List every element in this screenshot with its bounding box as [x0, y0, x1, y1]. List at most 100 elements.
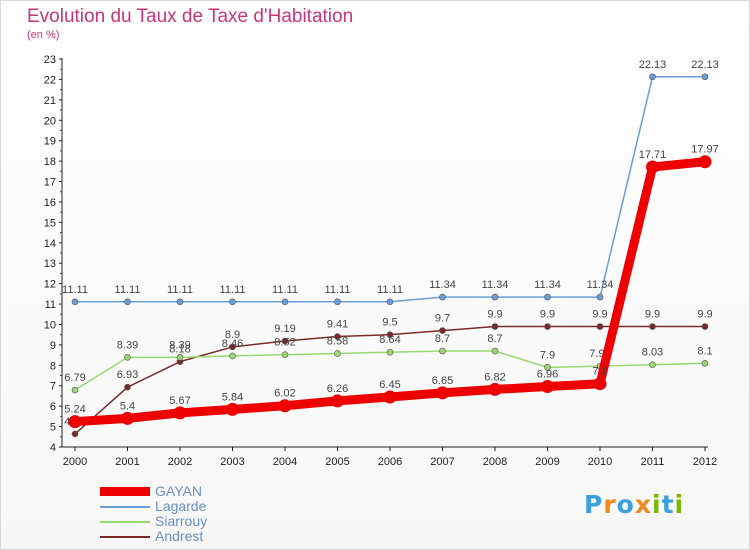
data-label-andrest: 9.9 [487, 309, 502, 321]
data-point-andrest [229, 343, 236, 351]
data-label-gayan: 6.65 [432, 375, 453, 387]
data-point-gayan [646, 160, 659, 174]
y-tick-label: 7 [50, 381, 56, 393]
x-tick-label: 2004 [273, 456, 297, 468]
data-point-lagarde [701, 73, 709, 81]
data-point-andrest [281, 337, 289, 345]
data-point-lagarde [176, 298, 184, 306]
logo-letter: t [661, 490, 675, 519]
data-label-siarrouy: 8.7 [435, 333, 450, 345]
data-point-siarrouy [491, 347, 499, 355]
data-point-siarrouy [544, 364, 551, 371]
logo-letter: x [634, 490, 652, 519]
data-point-gayan [541, 380, 554, 394]
data-label-siarrouy: 8.52 [274, 337, 295, 349]
y-tick-label: 22 [44, 74, 56, 86]
y-tick-label: 20 [44, 115, 56, 127]
data-label-lagarde: 22.13 [639, 59, 667, 71]
y-tick-label: 21 [44, 95, 56, 107]
logo-letter: P [584, 490, 604, 519]
data-label-andrest: 9.7 [435, 313, 450, 325]
data-label-andrest: 8.9 [225, 329, 240, 341]
data-label-lagarde: 11.34 [482, 279, 509, 291]
data-label-gayan: 5.84 [222, 391, 243, 403]
legend-label: GAYAN [155, 483, 202, 499]
y-tick-label: 12 [44, 279, 56, 291]
data-label-andrest: 9.9 [592, 309, 607, 321]
data-label-siarrouy: 8.64 [379, 334, 400, 346]
proxiti-logo: Proxiti [584, 490, 684, 519]
data-point-siarrouy [176, 354, 184, 361]
data-point-siarrouy [386, 348, 394, 356]
data-label-siarrouy: 8.39 [117, 339, 138, 351]
data-label-andrest: 9.9 [697, 309, 712, 321]
data-point-gayan [331, 394, 344, 408]
x-tick-label: 2011 [641, 456, 665, 468]
data-point-andrest [701, 323, 709, 330]
data-label-gayan: 17.71 [639, 149, 667, 161]
data-point-andrest [491, 323, 499, 330]
y-tick-label: 6 [50, 401, 56, 413]
data-label-siarrouy: 8.39 [169, 339, 190, 351]
data-point-gayan [226, 402, 239, 416]
data-label-lagarde: 11.11 [220, 284, 246, 296]
data-point-andrest [71, 430, 79, 438]
y-tick-label: 18 [44, 156, 56, 168]
data-point-gayan [488, 382, 502, 396]
y-tick-label: 15 [44, 217, 56, 229]
data-label-gayan: 6.82 [484, 371, 505, 383]
data-point-gayan [436, 386, 449, 400]
data-label-andrest: 9.9 [540, 309, 555, 321]
data-point-gayan [278, 399, 292, 413]
data-point-siarrouy [281, 351, 289, 358]
data-point-lagarde [334, 298, 341, 306]
data-point-siarrouy [124, 354, 131, 361]
y-tick-label: 19 [44, 136, 56, 148]
data-label-lagarde: 11.11 [272, 284, 298, 296]
legend-label: Siarrouy [155, 513, 208, 529]
data-point-lagarde [544, 293, 551, 301]
data-label-lagarde: 11.34 [534, 279, 561, 291]
data-label-gayan: 6.45 [379, 379, 400, 391]
data-label-siarrouy: 6.79 [64, 372, 85, 384]
data-point-lagarde [439, 293, 446, 301]
data-label-gayan: 6.96 [537, 369, 558, 381]
y-tick-label: 4 [50, 442, 56, 454]
data-label-andrest: 8.18 [169, 344, 190, 356]
y-tick-label: 17 [44, 177, 56, 189]
data-point-siarrouy [71, 386, 79, 394]
data-point-andrest [439, 327, 446, 334]
data-label-andrest: 9.19 [274, 323, 295, 335]
series-line-lagarde [74, 76, 706, 303]
data-point-gayan [383, 390, 397, 404]
data-label-lagarde: 11.11 [325, 284, 351, 296]
data-label-siarrouy: 8.58 [327, 335, 348, 347]
data-point-andrest [649, 323, 656, 330]
data-label-siarrouy: 8.46 [222, 338, 243, 350]
data-point-andrest [124, 383, 131, 391]
data-point-siarrouy [439, 347, 446, 355]
data-label-gayan: 6.02 [274, 388, 295, 400]
data-label-lagarde: 11.34 [429, 279, 456, 291]
y-tick-label: 16 [44, 197, 56, 209]
y-tick-label: 14 [44, 238, 56, 250]
data-label-siarrouy: 8.1 [697, 345, 712, 357]
data-point-andrest [544, 323, 551, 330]
logo-letter: r [603, 490, 617, 519]
x-tick-label: 2012 [693, 456, 717, 468]
data-point-lagarde [229, 298, 236, 306]
logo-letter: i [652, 490, 662, 519]
x-tick-label: 2000 [63, 456, 87, 468]
data-point-gayan [593, 377, 607, 391]
data-label-siarrouy: 8.7 [487, 333, 502, 345]
data-label-lagarde: 11.11 [167, 284, 193, 296]
y-axis-unit: (en %) [27, 29, 60, 41]
data-label-andrest: 9.41 [327, 319, 348, 331]
data-point-lagarde [386, 298, 394, 306]
data-label-lagarde: 11.11 [62, 284, 88, 296]
data-label-andrest: 9.5 [382, 317, 397, 329]
data-point-siarrouy [229, 352, 236, 360]
data-point-lagarde [71, 298, 79, 306]
logo-letter: i [674, 490, 685, 519]
legend-swatch [100, 521, 150, 523]
